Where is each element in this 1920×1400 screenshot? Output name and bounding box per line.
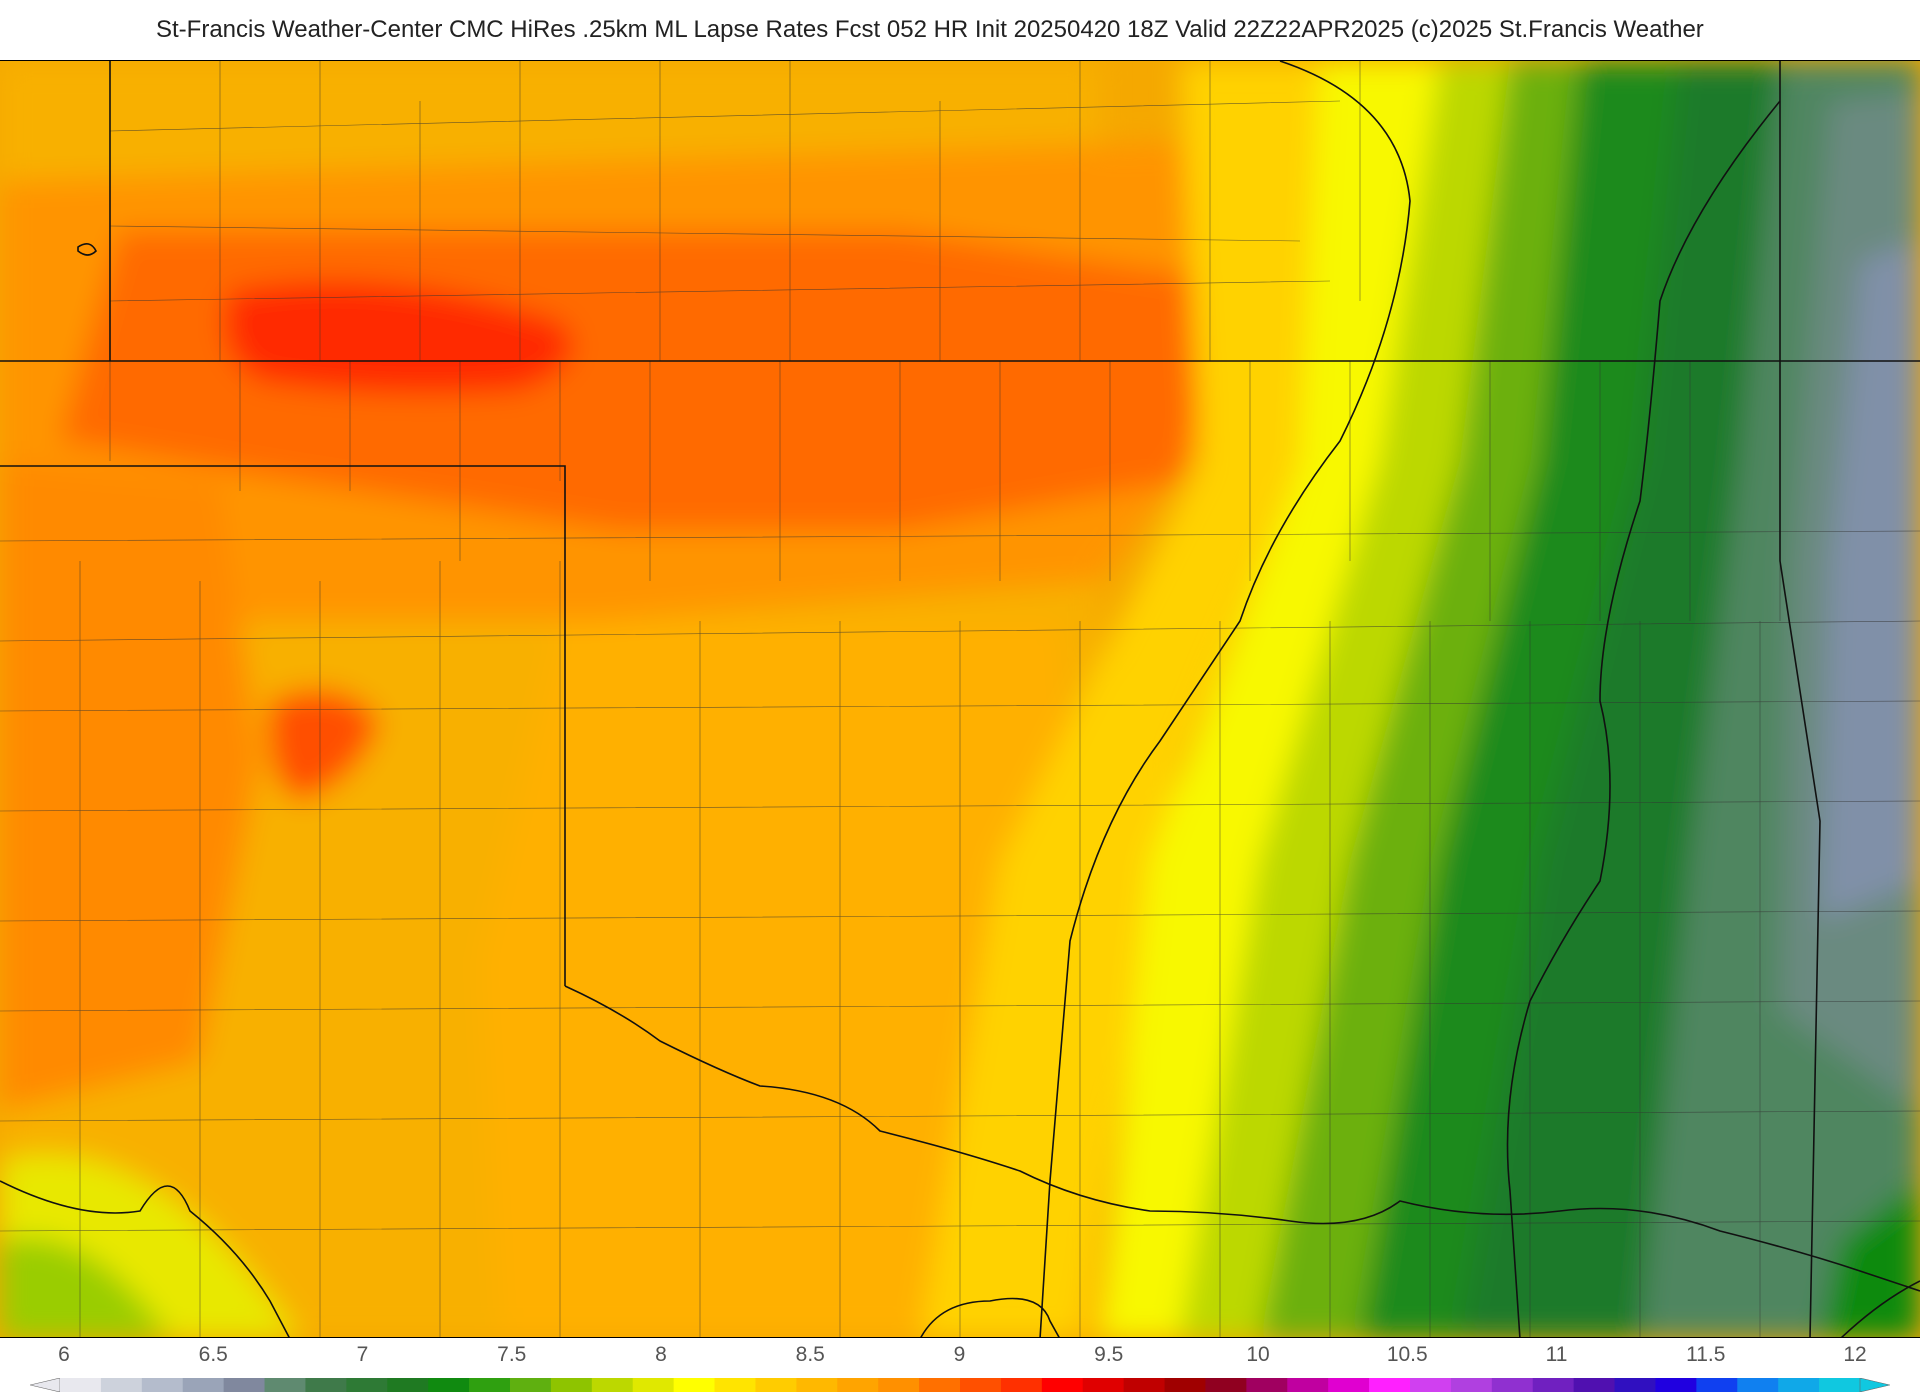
colorbar-swatch	[1737, 1378, 1779, 1392]
colorbar-labels: 6 6.5 7 7.5 8 8.5 9 9.5 10 10.5 11 11.5 12	[0, 1343, 1920, 1371]
colorbar-swatch	[1778, 1378, 1820, 1392]
field-lightgreen-band	[1260, 61, 1640, 1337]
colorbar-swatch	[100, 1378, 143, 1392]
colorbar-swatch	[1328, 1378, 1370, 1392]
colorbar-swatch	[1410, 1378, 1452, 1392]
colorbar-tick-label: 10.5	[1386, 1343, 1428, 1366]
colorbar-swatch	[1123, 1378, 1166, 1392]
colorbar-swatch	[632, 1378, 675, 1392]
colorbar-swatch	[1246, 1378, 1288, 1392]
colorbar-swatch	[550, 1378, 593, 1392]
contour-4	[920, 1297, 1060, 1337]
contour-3	[0, 1180, 290, 1337]
header-title: St-Francis Weather-Center CMC HiRes .25k…	[156, 16, 1704, 43]
field-red-core-4	[268, 689, 380, 801]
state-borders	[0, 61, 1920, 1337]
colorbar-swatch	[591, 1378, 634, 1392]
colorbar-tick-label: 7	[356, 1343, 369, 1366]
colorbar-swatch	[60, 1378, 102, 1392]
border-red-river	[564, 985, 1920, 1292]
contour-lines	[0, 61, 1920, 1337]
colorbar-swatch	[878, 1378, 920, 1392]
colorbar-tick-label: 11	[1545, 1343, 1568, 1366]
colorbar-swatch	[1369, 1378, 1411, 1392]
colorbar-swatch	[1000, 1378, 1043, 1392]
colorbar-swatch	[1450, 1378, 1493, 1392]
colorbar-swatch	[305, 1378, 347, 1392]
colorbar-swatch	[1532, 1378, 1575, 1392]
colorbar-right-arrow	[1859, 1378, 1890, 1392]
field-bluegray-east	[1820, 241, 1920, 921]
colorbar-swatch	[346, 1378, 388, 1392]
colorbar-tick-label: 6	[58, 1343, 70, 1366]
field-gold-band	[920, 61, 1400, 1337]
colorbar-swatch	[223, 1378, 266, 1392]
colorbar-swatch	[469, 1378, 511, 1392]
colorbar-swatch	[1205, 1378, 1247, 1392]
colorbar-left-arrow	[30, 1378, 61, 1392]
contour-small	[77, 243, 97, 256]
lapse-rate-map	[0, 61, 1920, 1337]
colorbar-swatch	[1655, 1378, 1697, 1392]
contour-1	[1039, 61, 1411, 1337]
colorbar-tick-label: 11.5	[1686, 1343, 1726, 1366]
field-orange-west-band	[0, 461, 260, 1111]
colorbar-swatch	[1614, 1378, 1656, 1392]
colorbar-tick-label: 6.5	[198, 1343, 228, 1366]
colorbar-tick-label: 9.5	[1094, 1343, 1124, 1366]
colorbar-swatch	[1573, 1378, 1616, 1392]
colorbar-swatch	[510, 1378, 552, 1392]
colorbar-swatch	[1164, 1378, 1206, 1392]
colorbar-swatch	[755, 1378, 797, 1392]
colorbar-swatch	[714, 1378, 756, 1392]
colorbar-swatch	[141, 1378, 184, 1392]
colorbar-tick-label: 10	[1246, 1343, 1270, 1366]
colorbar-tick-label: 8.5	[795, 1343, 825, 1366]
colorbar-swatch	[673, 1378, 716, 1392]
border-east	[1779, 61, 1821, 1337]
colorbar-swatch	[264, 1378, 306, 1392]
colorbar-swatch	[1082, 1378, 1125, 1392]
colorbar-swatch	[1287, 1378, 1329, 1392]
colorbar-tick-label: 7.5	[497, 1343, 527, 1366]
lapse-rate-field	[0, 61, 1920, 1337]
colorbar	[30, 1378, 1890, 1392]
colorbar-swatch	[1041, 1378, 1084, 1392]
map-panel	[0, 60, 1920, 1338]
county-lines	[0, 61, 1920, 1337]
colorbar-swatch	[1696, 1378, 1738, 1392]
colorbar-tick-label: 9	[953, 1343, 966, 1366]
colorbar-swatch	[960, 1378, 1002, 1392]
field-yellow-band	[1100, 61, 1480, 1337]
colorbar-swatch	[1491, 1378, 1534, 1392]
colorbar-swatch	[796, 1378, 838, 1392]
field-red-core-1	[224, 281, 574, 395]
colorbar-swatch	[837, 1378, 879, 1392]
colorbar-tick-label: 8	[655, 1343, 667, 1366]
field-darkgreen-corner	[1820, 1181, 1920, 1337]
field-yellowgreen-band	[1180, 61, 1560, 1337]
colorbar-tick-label: 12	[1843, 1343, 1867, 1366]
border-panhandle-top	[0, 465, 566, 986]
contour-5	[1840, 1280, 1920, 1337]
contour-2	[1506, 100, 1781, 1337]
colorbar-swatch	[387, 1378, 429, 1392]
colorbar-swatch	[919, 1378, 961, 1392]
header-bar: St-Francis Weather-Center CMC HiRes .25k…	[0, 0, 1920, 60]
colorbar-swatch	[182, 1378, 225, 1392]
field-lightorange-central	[480, 621, 1100, 1337]
field-green-southwest	[0, 1238, 169, 1337]
colorbar-swatch	[428, 1378, 470, 1392]
colorbar-swatch	[1819, 1378, 1861, 1392]
